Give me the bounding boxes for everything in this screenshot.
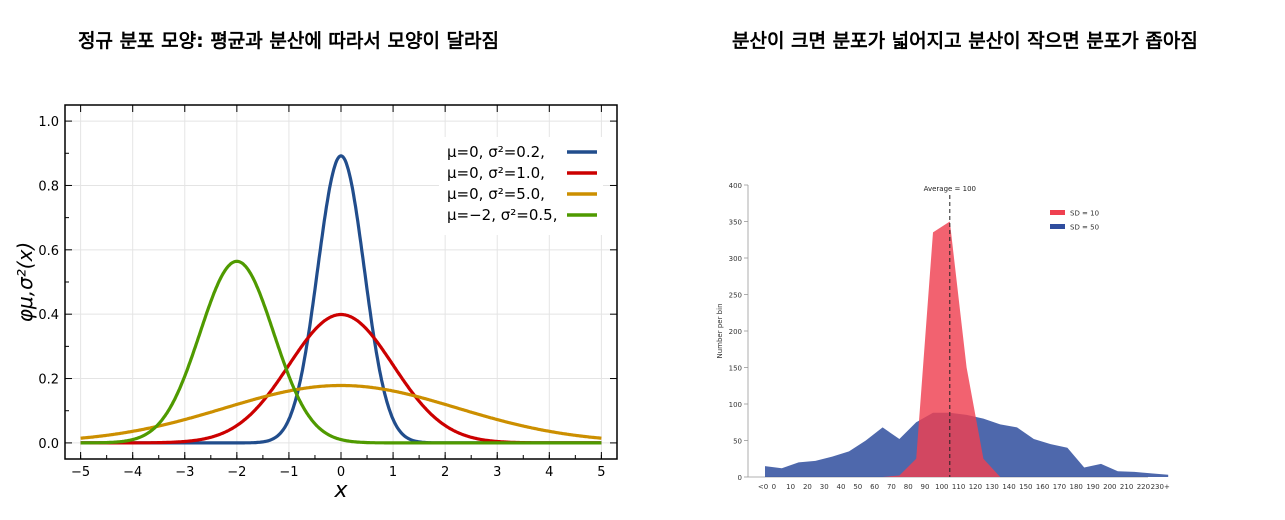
legend-label: SD = 10 <box>1070 210 1099 218</box>
legend-label: μ=0, σ²=1.0, <box>447 164 545 182</box>
x-tick-label: 5 <box>597 465 605 480</box>
y-tick-label: 1.0 <box>38 115 59 130</box>
x-tick-label: 100 <box>935 483 948 491</box>
x-tick-label: 4 <box>545 465 553 480</box>
x-tick-label: 120 <box>969 483 982 491</box>
x-tick-label: 210 <box>1120 483 1133 491</box>
x-tick-label: 3 <box>493 465 501 480</box>
x-tick-label: 190 <box>1086 483 1099 491</box>
right-chart-heading: 분산이 크면 분포가 넓어지고 분산이 작으면 분포가 좁아짐 <box>732 30 1198 52</box>
x-tick-label: −2 <box>227 465 246 480</box>
normal-distribution-chart: −5 −4 −3 −2 −1 0 1 2 3 4 5 0.0 0.2 0.4 0.6 0.8 1.0 x φμ,σ²… <box>13 104 618 503</box>
x-tick-label: 140 <box>1002 483 1015 491</box>
x-tick-label: −4 <box>123 465 142 480</box>
x-tick-label: <0 <box>758 483 768 491</box>
legend-label: SD = 50 <box>1070 224 1099 232</box>
y-tick-label: 0 <box>738 474 742 482</box>
legend-swatch <box>1050 210 1065 215</box>
y-tick-label: 150 <box>729 365 742 373</box>
x-axis-label: x <box>333 478 348 503</box>
y-tick-label: 50 <box>733 438 742 446</box>
y-tick-label: 0.2 <box>38 373 59 388</box>
x-tick-label: 130 <box>986 483 999 491</box>
y-tick-label: 0.6 <box>38 244 59 259</box>
y-tick-label: 250 <box>729 292 742 300</box>
legend-label: μ=0, σ²=0.2, <box>447 143 545 161</box>
series-area <box>765 221 1169 477</box>
series-line <box>80 259 602 445</box>
series-line <box>80 383 602 440</box>
x-tick-label: 90 <box>921 483 930 491</box>
y-tick-label: 100 <box>729 401 742 409</box>
x-tick-label: 0 <box>337 465 345 480</box>
left-chart-heading: 정규 분포 모양: 평균과 분산에 따라서 모양이 달라짐 <box>78 30 499 52</box>
legend-label: μ=0, σ²=5.0, <box>447 185 545 203</box>
y-tick-label: 0.4 <box>38 308 59 323</box>
x-tick-label: 20 <box>803 483 812 491</box>
y-tick-label: 0.8 <box>38 179 59 194</box>
x-tick-label: 80 <box>904 483 913 491</box>
y-tick-label: 200 <box>729 328 742 336</box>
x-tick-label: 1 <box>389 465 397 480</box>
x-tick-label: 60 <box>870 483 879 491</box>
x-tick-label: 220 <box>1137 483 1150 491</box>
y-axis-label: Number per bin <box>716 303 724 358</box>
x-tick-label: 70 <box>887 483 896 491</box>
x-tick-label: 10 <box>786 483 795 491</box>
x-tick-label: 30 <box>820 483 829 491</box>
legend-swatch <box>1050 224 1065 229</box>
x-tick-label: −3 <box>175 465 194 480</box>
x-tick-label: −1 <box>279 465 298 480</box>
x-tick-label: 0 <box>772 483 776 491</box>
y-axis-label: φμ,σ²(x) <box>13 242 37 322</box>
legend-label: μ=−2, σ²=0.5, <box>447 206 557 224</box>
x-tick-label: 180 <box>1070 483 1083 491</box>
x-tick-label: 2 <box>441 465 449 480</box>
x-tick-label: 200 <box>1103 483 1116 491</box>
x-tick-label: 160 <box>1036 483 1049 491</box>
x-tick-label: 50 <box>853 483 862 491</box>
x-tick-label: 170 <box>1053 483 1066 491</box>
average-annotation: Average = 100 <box>924 185 976 193</box>
x-tick-label: 150 <box>1019 483 1032 491</box>
y-tick-label: 400 <box>729 182 742 190</box>
x-tick-label: 40 <box>837 483 846 491</box>
y-tick-label: 0.0 <box>38 437 59 452</box>
x-tick-label: −5 <box>71 465 90 480</box>
y-tick-label: 350 <box>729 219 742 227</box>
x-tick-label: 230+ <box>1151 483 1170 491</box>
y-tick-label: 300 <box>729 255 742 263</box>
x-tick-label: 110 <box>952 483 965 491</box>
